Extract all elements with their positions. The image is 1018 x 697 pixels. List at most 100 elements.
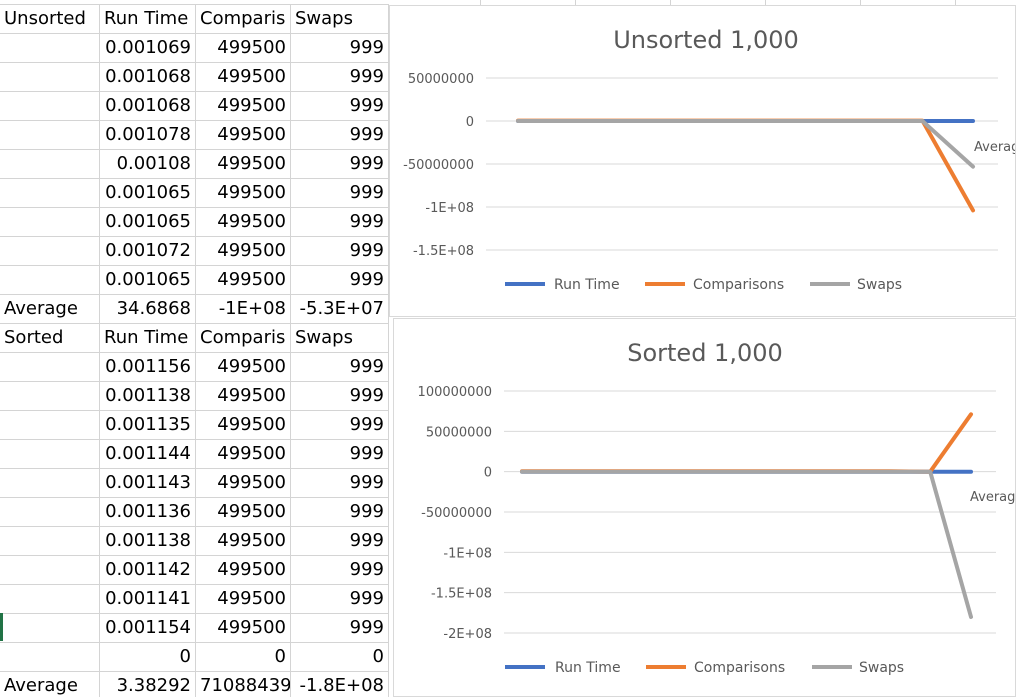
header-cell-swaps[interactable]: Swaps [291, 5, 389, 34]
data-cell-label[interactable] [0, 556, 100, 585]
average-cell-run-time[interactable]: 34.6868 [100, 295, 196, 324]
data-cell-label[interactable] [0, 92, 100, 121]
data-cell-label[interactable] [0, 440, 100, 469]
header-cell-comparisons[interactable]: Comparis [196, 5, 291, 34]
data-cell-swaps[interactable]: 999 [291, 237, 389, 266]
data-cell-swaps[interactable]: 999 [291, 527, 389, 556]
data-cell-run-time[interactable]: 0.001154 [100, 614, 196, 643]
data-cell-label[interactable] [0, 527, 100, 556]
data-cell-swaps[interactable]: 999 [291, 63, 389, 92]
data-cell-label[interactable] [0, 498, 100, 527]
data-cell-comparisons[interactable]: 499500 [196, 237, 291, 266]
data-cell-run-time[interactable]: 0.001143 [100, 469, 196, 498]
data-cell-comparisons[interactable]: 0 [196, 643, 291, 672]
data-cell-swaps[interactable]: 999 [291, 34, 389, 63]
data-cell-label[interactable] [0, 63, 100, 92]
data-cell-run-time[interactable]: 0.00108 [100, 150, 196, 179]
data-cell-label[interactable] [0, 614, 100, 643]
data-cell-swaps[interactable]: 999 [291, 469, 389, 498]
data-cell-swaps[interactable]: 999 [291, 179, 389, 208]
average-cell-run-time[interactable]: 3.38292 [100, 672, 196, 697]
data-cell-run-time[interactable]: 0.001078 [100, 121, 196, 150]
data-cell-swaps[interactable]: 999 [291, 411, 389, 440]
data-cell-comparisons[interactable]: 499500 [196, 179, 291, 208]
data-cell-comparisons[interactable]: 499500 [196, 556, 291, 585]
data-cell-comparisons[interactable]: 499500 [196, 92, 291, 121]
data-cell-comparisons[interactable]: 499500 [196, 585, 291, 614]
sorted-chart[interactable]: Sorted 1,000 100000000 50000000 0 -50000000 -… [393, 318, 1016, 697]
data-cell-swaps[interactable]: 999 [291, 382, 389, 411]
data-cell-label[interactable] [0, 121, 100, 150]
data-cell-run-time[interactable]: 0.001156 [100, 353, 196, 382]
data-cell-comparisons[interactable]: 499500 [196, 121, 291, 150]
data-cell-comparisons[interactable]: 499500 [196, 498, 291, 527]
data-cell-run-time[interactable]: 0.001069 [100, 34, 196, 63]
data-cell-run-time[interactable]: 0.001068 [100, 63, 196, 92]
data-cell-comparisons[interactable]: 499500 [196, 411, 291, 440]
unsorted-chart[interactable]: Unsorted 1,000 50000000 0 -50000000 -1E+08 -1… [389, 5, 1016, 317]
data-cell-run-time[interactable]: 0.001144 [100, 440, 196, 469]
data-cell-comparisons[interactable]: 499500 [196, 440, 291, 469]
header-cell-run-time[interactable]: Run Time [100, 324, 196, 353]
data-cell-comparisons[interactable]: 499500 [196, 63, 291, 92]
data-cell-comparisons[interactable]: 499500 [196, 382, 291, 411]
data-cell-label[interactable] [0, 643, 100, 672]
data-cell-comparisons[interactable]: 499500 [196, 353, 291, 382]
data-cell-label[interactable] [0, 266, 100, 295]
average-cell-label[interactable]: Average [0, 295, 100, 324]
data-cell-swaps[interactable]: 999 [291, 556, 389, 585]
data-cell-run-time[interactable]: 0.001141 [100, 585, 196, 614]
header-cell-comparisons[interactable]: Comparis [196, 324, 291, 353]
data-cell-label[interactable] [0, 34, 100, 63]
data-cell-run-time[interactable]: 0.001065 [100, 266, 196, 295]
data-cell-comparisons[interactable]: 499500 [196, 208, 291, 237]
data-cell-run-time[interactable]: 0 [100, 643, 196, 672]
legend-label: Run Time [554, 277, 620, 293]
data-cell-comparisons[interactable]: 499500 [196, 266, 291, 295]
data-cell-label[interactable] [0, 208, 100, 237]
data-cell-run-time[interactable]: 0.001138 [100, 382, 196, 411]
data-cell-comparisons[interactable]: 499500 [196, 614, 291, 643]
data-cell-label[interactable] [0, 469, 100, 498]
data-cell-label[interactable] [0, 179, 100, 208]
data-cell-swaps[interactable]: 999 [291, 150, 389, 179]
header-cell-run-time[interactable]: Run Time [100, 5, 196, 34]
data-cell-label[interactable] [0, 353, 100, 382]
data-cell-run-time[interactable]: 0.001142 [100, 556, 196, 585]
data-cell-swaps[interactable]: 0 [291, 643, 389, 672]
data-cell-swaps[interactable]: 999 [291, 121, 389, 150]
data-cell-comparisons[interactable]: 499500 [196, 469, 291, 498]
data-cell-comparisons[interactable]: 499500 [196, 527, 291, 556]
data-cell-swaps[interactable]: 999 [291, 585, 389, 614]
data-cell-run-time[interactable]: 0.001072 [100, 237, 196, 266]
data-cell-label[interactable] [0, 585, 100, 614]
data-cell-label[interactable] [0, 382, 100, 411]
data-cell-run-time[interactable]: 0.001065 [100, 208, 196, 237]
data-cell-swaps[interactable]: 999 [291, 353, 389, 382]
data-cell-run-time[interactable]: 0.001068 [100, 92, 196, 121]
data-cell-run-time[interactable]: 0.001135 [100, 411, 196, 440]
data-cell-run-time[interactable]: 0.001138 [100, 527, 196, 556]
header-cell-label[interactable]: Unsorted [0, 5, 100, 34]
data-cell-swaps[interactable]: 999 [291, 498, 389, 527]
data-cell-run-time[interactable]: 0.001065 [100, 179, 196, 208]
data-cell-label[interactable] [0, 237, 100, 266]
average-cell-label[interactable]: Average [0, 672, 100, 697]
average-cell-swaps[interactable]: -5.3E+07 [291, 295, 389, 324]
data-cell-swaps[interactable]: 999 [291, 440, 389, 469]
data-cell-swaps[interactable]: 999 [291, 614, 389, 643]
data-cell-swaps[interactable]: 999 [291, 266, 389, 295]
data-cell-run-time[interactable]: 0.001136 [100, 498, 196, 527]
data-cell-label[interactable] [0, 411, 100, 440]
data-cell-swaps[interactable]: 999 [291, 92, 389, 121]
data-cell-comparisons[interactable]: 499500 [196, 150, 291, 179]
average-cell-comparisons[interactable]: -1E+08 [196, 295, 291, 324]
average-cell-swaps[interactable]: -1.8E+08 [291, 672, 389, 697]
header-cell-label[interactable]: Sorted [0, 324, 100, 353]
header-cell-swaps[interactable]: Swaps [291, 324, 389, 353]
data-cell-label[interactable] [0, 150, 100, 179]
data-cell-swaps[interactable]: 999 [291, 208, 389, 237]
average-cell-comparisons[interactable]: 71088439 [196, 672, 291, 697]
data-cell-comparisons[interactable]: 499500 [196, 34, 291, 63]
